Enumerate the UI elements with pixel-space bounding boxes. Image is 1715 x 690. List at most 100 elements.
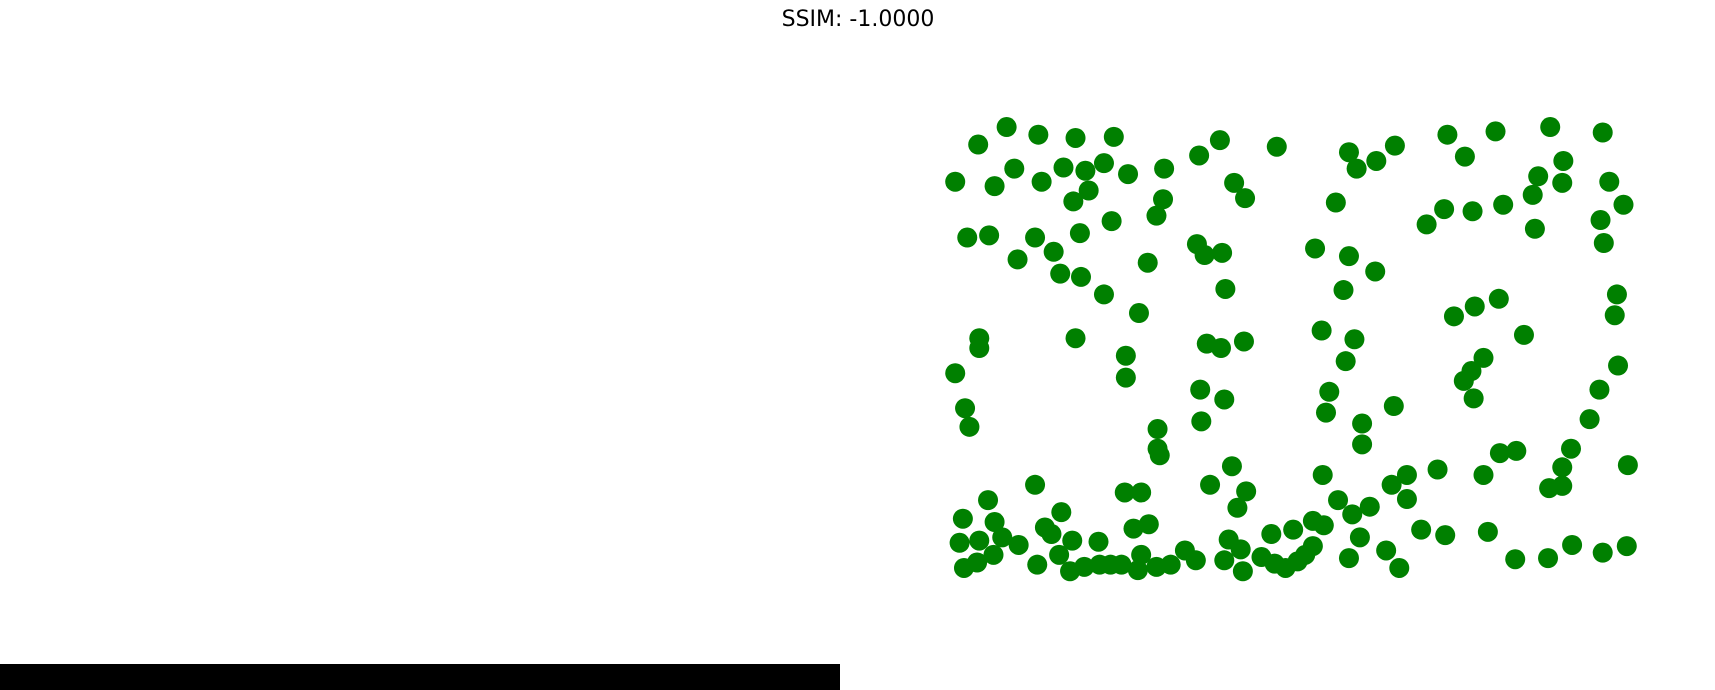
point bbox=[1513, 324, 1534, 345]
point bbox=[1050, 263, 1071, 284]
point bbox=[1473, 464, 1494, 485]
point bbox=[1506, 440, 1527, 461]
point bbox=[1115, 367, 1136, 388]
point bbox=[1232, 561, 1253, 582]
point bbox=[1189, 145, 1210, 166]
point bbox=[1025, 474, 1046, 495]
point bbox=[945, 363, 966, 384]
point bbox=[1606, 284, 1627, 305]
point bbox=[1118, 164, 1139, 185]
point bbox=[1053, 157, 1074, 178]
point bbox=[1454, 146, 1475, 167]
point bbox=[1592, 542, 1613, 563]
point bbox=[1049, 544, 1070, 565]
point bbox=[1043, 241, 1064, 262]
point bbox=[1153, 189, 1174, 210]
point bbox=[945, 171, 966, 192]
point bbox=[969, 530, 990, 551]
point bbox=[1230, 539, 1251, 560]
point bbox=[1190, 379, 1211, 400]
point bbox=[1325, 192, 1346, 213]
point bbox=[1266, 136, 1287, 157]
point bbox=[1316, 402, 1336, 423]
point bbox=[1312, 464, 1333, 485]
point bbox=[984, 512, 1005, 533]
point bbox=[979, 225, 1000, 246]
point bbox=[1078, 180, 1099, 201]
point bbox=[1065, 328, 1086, 349]
point bbox=[1031, 171, 1052, 192]
point bbox=[1111, 554, 1132, 575]
point bbox=[1552, 457, 1573, 478]
point bbox=[1283, 519, 1304, 540]
point bbox=[1342, 504, 1363, 525]
point bbox=[1025, 227, 1046, 248]
point bbox=[1462, 201, 1483, 222]
point bbox=[1435, 525, 1456, 546]
point bbox=[1103, 126, 1124, 147]
point bbox=[969, 338, 990, 359]
point bbox=[1114, 482, 1135, 503]
point bbox=[1235, 188, 1256, 209]
point bbox=[955, 398, 976, 419]
point bbox=[949, 532, 970, 553]
point bbox=[1027, 554, 1048, 575]
point bbox=[1463, 388, 1484, 409]
point bbox=[1313, 515, 1334, 536]
point bbox=[1590, 210, 1611, 231]
point bbox=[1473, 347, 1494, 368]
point bbox=[1211, 338, 1231, 359]
point bbox=[1617, 455, 1638, 476]
point bbox=[1147, 419, 1168, 440]
point bbox=[1123, 518, 1144, 539]
point bbox=[1115, 345, 1136, 366]
point bbox=[1366, 150, 1387, 171]
point bbox=[1194, 245, 1215, 266]
point bbox=[1137, 252, 1158, 273]
point bbox=[996, 117, 1017, 138]
point bbox=[1127, 560, 1148, 581]
point bbox=[1233, 331, 1254, 352]
point bbox=[1236, 481, 1257, 502]
point bbox=[1604, 305, 1625, 326]
point bbox=[983, 544, 1004, 565]
point bbox=[1227, 497, 1248, 518]
point bbox=[1561, 438, 1581, 459]
chart-title: SSIM: -1.0000 bbox=[782, 7, 935, 32]
point bbox=[1365, 261, 1386, 282]
point bbox=[1328, 490, 1349, 511]
point bbox=[1200, 474, 1221, 495]
point bbox=[1051, 502, 1072, 523]
point bbox=[1008, 534, 1029, 555]
point bbox=[1608, 355, 1629, 376]
point bbox=[1131, 544, 1152, 565]
point bbox=[1477, 521, 1498, 542]
point bbox=[1221, 456, 1242, 477]
point bbox=[1261, 524, 1282, 545]
point bbox=[1383, 396, 1404, 417]
point bbox=[1028, 124, 1049, 145]
point bbox=[1071, 266, 1091, 287]
point bbox=[1437, 124, 1458, 145]
point bbox=[1488, 288, 1509, 309]
point bbox=[1579, 409, 1600, 430]
point bbox=[1069, 223, 1090, 244]
point bbox=[1381, 474, 1402, 495]
point bbox=[1539, 478, 1560, 499]
point bbox=[1075, 160, 1096, 181]
point bbox=[1538, 548, 1559, 569]
point bbox=[1041, 524, 1062, 545]
point bbox=[1453, 370, 1474, 391]
point bbox=[1160, 554, 1181, 575]
point bbox=[1352, 413, 1373, 434]
point bbox=[1376, 540, 1397, 561]
point bbox=[1338, 142, 1359, 163]
point bbox=[1443, 306, 1464, 327]
point bbox=[1138, 514, 1159, 535]
point bbox=[1209, 130, 1230, 151]
point bbox=[1101, 211, 1122, 232]
point bbox=[953, 557, 974, 578]
point bbox=[1613, 194, 1634, 215]
point bbox=[1065, 127, 1086, 148]
